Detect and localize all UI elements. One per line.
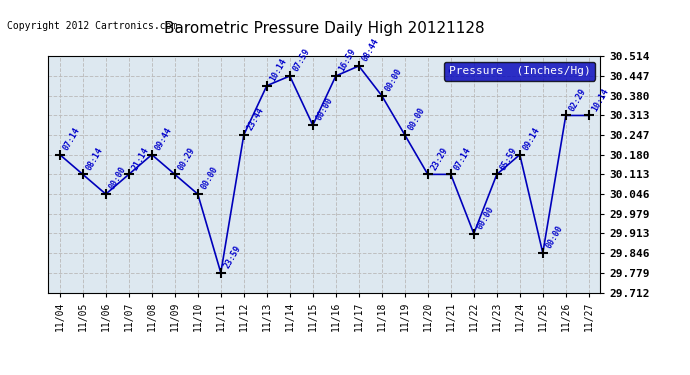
Text: 07:59: 07:59 [292, 47, 312, 73]
Text: 10:14: 10:14 [591, 87, 611, 112]
Text: 00:00: 00:00 [108, 165, 128, 191]
Text: 23:44: 23:44 [246, 106, 266, 132]
Text: 02:29: 02:29 [568, 87, 588, 112]
Text: 00:00: 00:00 [384, 67, 404, 93]
Text: 00:00: 00:00 [544, 224, 565, 250]
Text: 00:00: 00:00 [315, 96, 335, 122]
Text: 65:59: 65:59 [499, 146, 519, 171]
Text: 00:00: 00:00 [406, 106, 427, 132]
Text: 00:00: 00:00 [199, 165, 220, 191]
Text: 08:14: 08:14 [85, 146, 105, 171]
Text: 23:29: 23:29 [430, 146, 450, 171]
Text: 21:14: 21:14 [130, 146, 151, 171]
Text: 16:59: 16:59 [337, 47, 358, 73]
Text: 09:14: 09:14 [522, 126, 542, 152]
Text: Barometric Pressure Daily High 20121128: Barometric Pressure Daily High 20121128 [164, 21, 484, 36]
Text: 00:29: 00:29 [177, 146, 197, 171]
Text: 23:59: 23:59 [223, 244, 243, 270]
Text: 07:14: 07:14 [61, 126, 82, 152]
Text: 09:44: 09:44 [154, 126, 174, 152]
Legend: Pressure  (Inches/Hg): Pressure (Inches/Hg) [444, 62, 595, 81]
Text: 10:14: 10:14 [268, 57, 289, 83]
Text: 07:14: 07:14 [453, 146, 473, 171]
Text: 00:00: 00:00 [475, 205, 496, 231]
Text: 08:44: 08:44 [361, 37, 381, 63]
Text: Copyright 2012 Cartronics.com: Copyright 2012 Cartronics.com [7, 21, 177, 31]
